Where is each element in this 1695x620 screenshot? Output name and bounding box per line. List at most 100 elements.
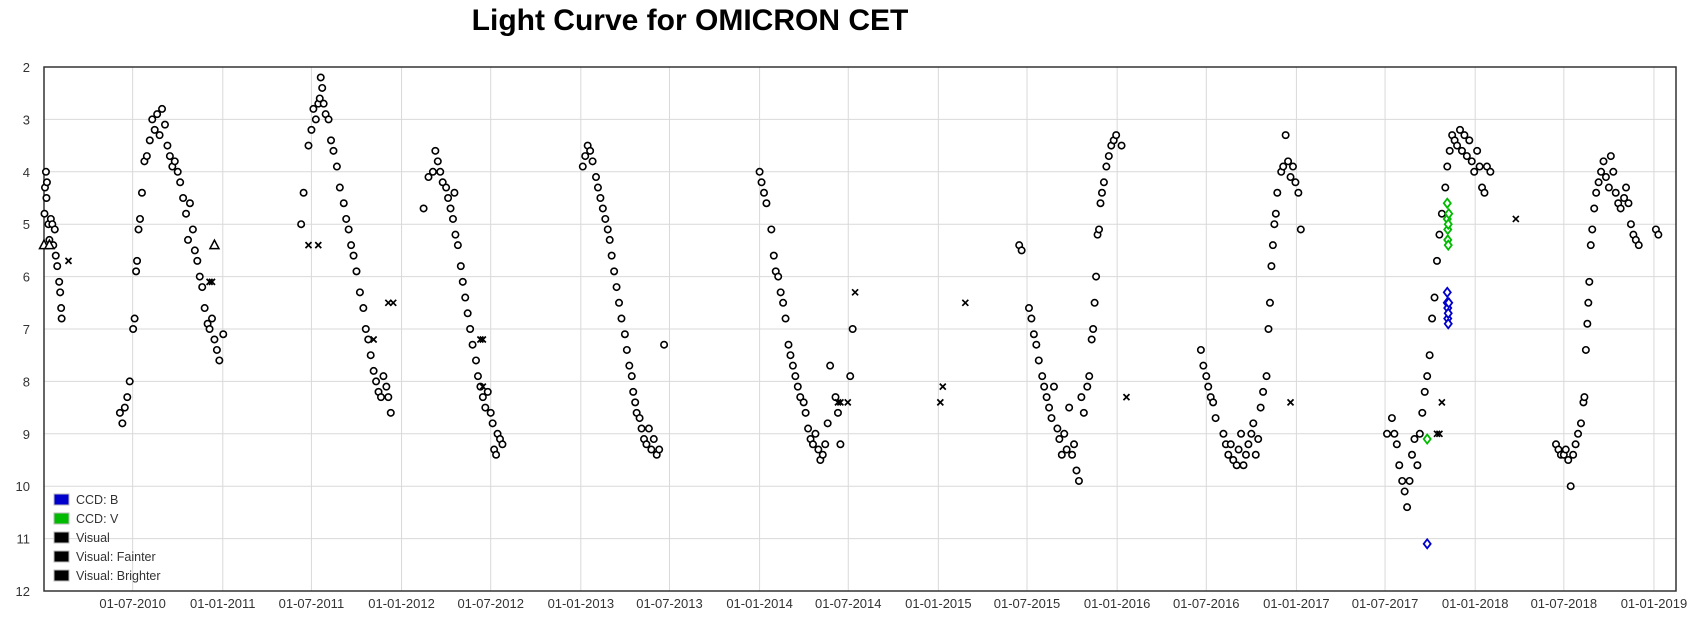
data-point-visual-fainter xyxy=(1435,430,1444,438)
x-tick-label: 01-01-2017 xyxy=(1263,596,1330,611)
data-point-visual xyxy=(339,199,348,208)
data-point-visual xyxy=(612,283,621,292)
data-point-visual xyxy=(637,424,646,433)
data-point-visual xyxy=(1465,136,1474,145)
data-point-visual xyxy=(1070,440,1079,449)
data-point-visual xyxy=(1584,298,1593,307)
data-point-visual xyxy=(1247,429,1256,438)
data-point-visual xyxy=(188,225,197,234)
data-point-visual xyxy=(1413,461,1422,470)
data-point-visual xyxy=(386,408,395,417)
data-point-visual xyxy=(208,314,217,323)
data-point-visual xyxy=(332,162,341,171)
data-point-visual xyxy=(376,393,385,402)
data-point-visual xyxy=(788,361,797,370)
data-point-visual xyxy=(1597,167,1606,176)
data-point-ccd-b xyxy=(1442,286,1452,299)
data-point-visual xyxy=(1090,298,1099,307)
x-tick-label: 01-01-2016 xyxy=(1084,596,1151,611)
data-point-visual xyxy=(1209,398,1218,407)
data-point-visual xyxy=(757,178,766,187)
data-point-visual xyxy=(123,393,132,402)
data-point-visual xyxy=(57,304,66,313)
data-point-visual xyxy=(1467,157,1476,166)
data-point-visual xyxy=(1219,429,1228,438)
data-point-visual xyxy=(1211,414,1220,423)
data-point-visual xyxy=(774,272,783,281)
data-point-visual xyxy=(1259,387,1268,396)
data-point-ccd-v xyxy=(1422,433,1432,446)
x-tick-label: 01-01-2014 xyxy=(726,596,793,611)
data-point-visual xyxy=(1072,466,1081,475)
legend-swatch xyxy=(53,569,70,582)
y-tick-label: 7 xyxy=(23,322,30,337)
data-point-visual xyxy=(1087,335,1096,344)
data-point-visual xyxy=(1271,209,1280,218)
data-point-visual xyxy=(133,256,142,265)
data-point-visual xyxy=(588,157,597,166)
data-point-visual-fainter xyxy=(476,335,485,344)
data-point-visual xyxy=(1571,440,1580,449)
data-point-visual xyxy=(1097,188,1106,197)
data-point-visual xyxy=(436,167,445,176)
data-point-visual xyxy=(581,152,590,161)
data-point-visual xyxy=(642,440,651,449)
y-tick-label: 10 xyxy=(16,479,30,494)
data-point-visual xyxy=(1065,403,1074,412)
data-point-visual xyxy=(814,445,823,454)
data-point-visual xyxy=(165,152,174,161)
data-point-visual xyxy=(1112,131,1121,140)
data-point-visual xyxy=(786,351,795,360)
data-point-visual xyxy=(382,382,391,391)
data-point-visual xyxy=(1034,356,1043,365)
y-tick-label: 9 xyxy=(23,427,30,442)
data-point-visual xyxy=(347,241,356,250)
data-point-visual xyxy=(1400,487,1409,496)
legend-swatch xyxy=(53,512,70,525)
data-point-visual xyxy=(352,267,361,276)
x-tick-label: 01-07-2010 xyxy=(99,596,166,611)
data-point-visual-fainter xyxy=(961,299,969,307)
data-point-visual xyxy=(1102,162,1111,171)
data-point-visual xyxy=(1267,262,1276,271)
data-point-visual xyxy=(369,366,378,375)
data-point-visual xyxy=(1029,330,1038,339)
data-point-visual xyxy=(155,131,164,140)
data-point-visual xyxy=(1460,131,1469,140)
data-point-visual-fainter xyxy=(389,299,397,307)
data-point-visual xyxy=(811,429,820,438)
data-point-visual xyxy=(1574,429,1583,438)
data-point-visual xyxy=(1581,345,1590,354)
data-point-visual xyxy=(1441,183,1450,192)
data-point-visual xyxy=(184,235,193,244)
data-point-visual xyxy=(1580,393,1589,402)
data-point-visual xyxy=(1095,225,1104,234)
legend-label: Visual: Fainter xyxy=(76,550,156,564)
data-point-visual xyxy=(419,204,428,213)
data-point-visual xyxy=(631,398,640,407)
data-point-visual xyxy=(463,309,472,318)
data-point-visual xyxy=(1027,314,1036,323)
data-point-visual xyxy=(1062,445,1071,454)
data-point-visual xyxy=(471,356,480,365)
data-point-visual xyxy=(56,288,65,297)
data-point-visual xyxy=(1480,188,1489,197)
data-point-visual-fainter xyxy=(479,383,487,391)
data-point-visual xyxy=(1244,440,1253,449)
data-point-visual xyxy=(759,188,768,197)
data-point-visual xyxy=(1443,162,1452,171)
data-point-ccd-v xyxy=(1444,207,1454,220)
data-point-visual xyxy=(1430,293,1439,302)
data-point-visual xyxy=(142,152,151,161)
data-point-visual xyxy=(801,408,810,417)
data-point-visual xyxy=(635,414,644,423)
data-point-visual xyxy=(125,377,134,386)
data-point-visual xyxy=(136,214,145,223)
data-point-visual xyxy=(603,225,612,234)
data-point-visual xyxy=(1609,167,1618,176)
data-point-visual xyxy=(1256,403,1265,412)
data-point-visual xyxy=(433,157,442,166)
data-point-visual xyxy=(1042,393,1051,402)
data-point-visual xyxy=(1273,188,1282,197)
